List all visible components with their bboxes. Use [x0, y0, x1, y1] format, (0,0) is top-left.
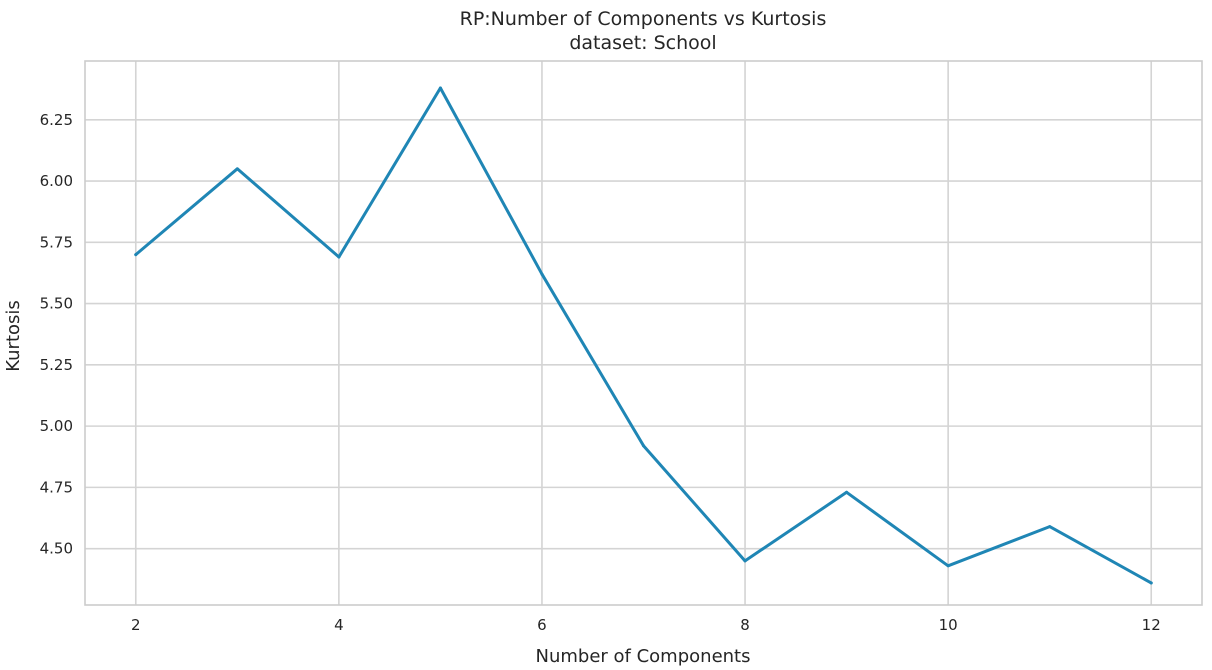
data-point — [946, 564, 950, 568]
x-tick-label: 4 — [334, 616, 344, 634]
data-point — [845, 490, 849, 494]
data-point — [743, 559, 747, 563]
y-tick-label: 5.75 — [40, 233, 73, 251]
x-tick-label: 10 — [939, 616, 958, 634]
x-tick-labels: 2 4 6 8 10 12 — [131, 616, 1161, 634]
series-layer — [134, 86, 1153, 585]
grid — [85, 61, 1202, 605]
data-point — [1048, 525, 1052, 529]
data-point — [134, 253, 138, 257]
data-point — [642, 444, 645, 448]
y-tick-labels: 4.50 4.75 5.00 5.25 5.50 5.75 6.00 6.25 — [40, 111, 73, 558]
kurtosis-series-line — [134, 86, 1153, 585]
data-point — [1149, 581, 1153, 585]
y-axis-label: Kurtosis — [3, 300, 24, 372]
plot-frame — [84, 60, 1203, 606]
y-tick-label: 6.25 — [40, 111, 73, 129]
data-point — [438, 86, 442, 90]
data-point — [540, 272, 544, 276]
data-point — [337, 255, 341, 259]
x-axis-label: Number of Components — [536, 646, 751, 667]
x-tick-label: 6 — [537, 616, 547, 634]
y-tick-label: 6.00 — [40, 172, 73, 190]
y-tick-label: 5.50 — [40, 295, 73, 313]
y-tick-label: 4.75 — [40, 478, 73, 496]
y-tick-label: 4.50 — [40, 540, 73, 558]
x-tick-label: 2 — [131, 616, 141, 634]
x-tick-label: 8 — [740, 616, 750, 634]
x-tick-label: 12 — [1142, 616, 1161, 634]
y-tick-label: 5.25 — [40, 356, 73, 374]
data-point — [235, 167, 239, 171]
chart-subtitle: dataset: School — [569, 32, 716, 54]
y-tick-label: 5.00 — [40, 417, 73, 435]
chart-title: RP:Number of Components vs Kurtosis — [460, 8, 827, 30]
